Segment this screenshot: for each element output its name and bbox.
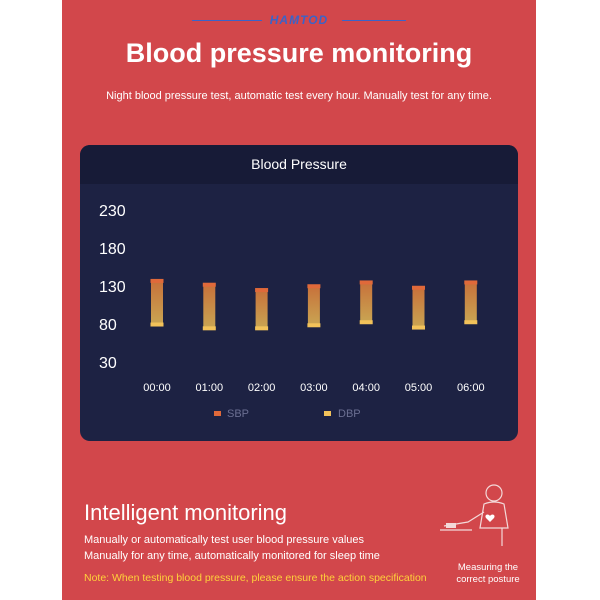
bp-range-bar <box>307 285 320 327</box>
legend-sbp-label: SBP <box>227 408 249 420</box>
promo-panel: HAMTOD Blood pressure monitoring Night b… <box>62 0 536 600</box>
dbp-point <box>307 323 321 328</box>
sbp-point <box>150 278 164 283</box>
posture-caption: Measuring the correct posture <box>440 562 536 586</box>
legend-dbp-swatch <box>324 411 331 416</box>
y-tick-label: 130 <box>99 279 126 296</box>
y-tick-label: 180 <box>99 241 126 258</box>
posture-caption-line-1: Measuring the <box>457 562 519 573</box>
sbp-point <box>464 280 478 285</box>
blood-pressure-chart-card: Blood Pressure 30 80 130 180 230 00:00 01:00 02… <box>80 145 518 441</box>
legend-sbp-swatch <box>214 411 221 416</box>
x-tick-label: 03:00 <box>300 382 328 394</box>
chart-title: Blood Pressure <box>251 156 347 172</box>
sbp-point <box>202 282 216 287</box>
y-tick-label: 80 <box>99 317 117 334</box>
x-tick-label: 01:00 <box>196 382 224 394</box>
x-tick-label: 00:00 <box>143 382 171 394</box>
dbp-point <box>464 320 478 325</box>
sbp-point <box>255 288 269 293</box>
x-tick-label: 04:00 <box>352 382 380 394</box>
dbp-point <box>412 325 425 330</box>
bp-range-bar <box>255 289 268 330</box>
page-subtitle: Night blood pressure test, automatic tes… <box>106 90 492 102</box>
page-title: Blood pressure monitoring <box>125 38 473 68</box>
brand-logo: HAMTOD <box>269 13 329 27</box>
y-tick-label: 230 <box>99 203 126 220</box>
x-tick-label: 02:00 <box>248 382 276 394</box>
x-tick-label: 05:00 <box>405 382 433 394</box>
dbp-point <box>150 322 164 327</box>
blood-pressure-chart: 30 80 130 180 230 00:00 01:00 02:00 03:00 04:00 05… <box>99 203 485 420</box>
brand-header: HAMTOD <box>62 13 536 29</box>
dbp-point <box>202 326 216 331</box>
sbp-point <box>412 285 425 290</box>
bp-range-bar <box>360 281 373 324</box>
x-tick-label: 06:00 <box>457 382 485 394</box>
legend-dbp-label: DBP <box>338 408 361 420</box>
dbp-point <box>255 326 269 331</box>
feature-line-2: Manually for any time, automatically mon… <box>84 550 380 562</box>
brand-divider-right <box>342 20 406 21</box>
brand-divider-left <box>192 20 262 21</box>
bp-range-bar <box>412 286 425 329</box>
bp-range-bar <box>464 281 477 324</box>
chart-header: Blood Pressure <box>80 145 518 184</box>
y-tick-label: 30 <box>99 355 117 372</box>
dbp-point <box>359 320 373 325</box>
posture-illustration-icon <box>440 484 509 546</box>
sbp-point <box>359 280 373 285</box>
posture-caption-line-2: correct posture <box>456 574 520 585</box>
bp-range-bar <box>203 283 216 330</box>
bp-range-bar <box>151 279 163 326</box>
posture-note: Note: When testing blood pressure, pleas… <box>84 572 427 584</box>
sbp-point <box>307 284 321 289</box>
feature-line-1: Manually or automatically test user bloo… <box>84 534 365 546</box>
intelligent-monitoring-title: Intelligent monitoring <box>84 500 288 525</box>
